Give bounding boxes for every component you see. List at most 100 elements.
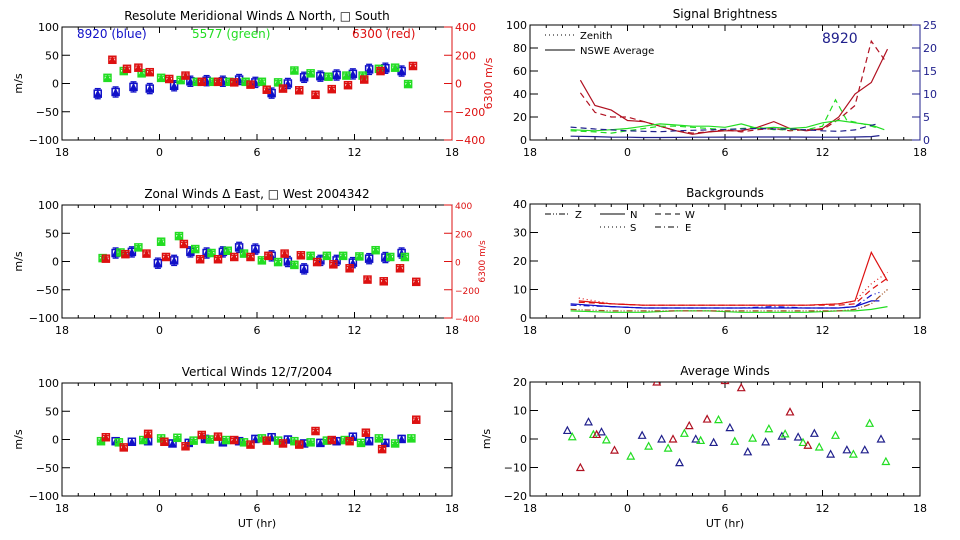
triangle-marker: [162, 252, 170, 261]
data-point-8920: [145, 82, 154, 95]
triangle-marker: [592, 429, 602, 439]
y-tick-label: 10: [513, 284, 527, 297]
legend-label: W: [685, 210, 695, 221]
data-point-5577: [679, 428, 689, 437]
triangle-marker: [404, 79, 412, 88]
data-point-5577: [407, 434, 416, 443]
data-point-5577: [390, 439, 400, 448]
y-tick-label: 100: [506, 19, 527, 32]
triangle-marker: [842, 445, 852, 454]
legend-label: N: [630, 210, 637, 221]
data-point-6300: [343, 80, 353, 90]
y-tick-label: 50: [45, 227, 59, 240]
data-point-8920: [397, 434, 406, 444]
y-tick-label: 30: [513, 227, 527, 240]
y-tick-label: −100: [29, 134, 59, 147]
triangle-marker: [134, 243, 143, 251]
data-point-5577: [848, 449, 858, 458]
data-point-8920: [129, 81, 138, 93]
triangle-marker: [809, 428, 819, 437]
triangle-marker: [865, 418, 875, 427]
data-point-5577: [191, 244, 200, 254]
y-tick-label: −50: [36, 462, 59, 475]
data-point-6300: [262, 85, 271, 94]
y-tick-label: 10: [513, 405, 527, 418]
plot-frame: [529, 203, 921, 319]
triangle-marker: [324, 72, 333, 81]
data-layer: [96, 415, 421, 454]
triangle-marker: [197, 430, 206, 439]
data-point-8920: [186, 75, 195, 87]
data-point-8920: [562, 425, 572, 435]
data-point-5577: [173, 433, 182, 443]
panel-meridional: Resolute Meridional Winds Δ North, □ Sou…: [12, 9, 495, 159]
triangle-marker: [391, 63, 399, 72]
y2-tick-label: 20: [923, 42, 937, 55]
data-point-6300: [108, 55, 117, 65]
triangle-marker: [300, 73, 308, 81]
triangle-marker: [709, 437, 719, 447]
triangle-marker: [197, 77, 206, 86]
panel-average: Average Winds 18 0 6 12 18 UT (hr) −20 −10 0 10 20 m…: [480, 364, 927, 530]
data-layer: [570, 250, 889, 313]
data-point-6300: [412, 277, 421, 287]
data-point-8920: [251, 243, 260, 255]
legend-label: Zenith: [580, 31, 612, 42]
data-point-6300: [278, 84, 288, 93]
data-point-6300: [160, 437, 169, 447]
data-point-6300: [213, 432, 223, 441]
data-point-8920: [364, 252, 374, 265]
y-axis-label: m/s: [12, 73, 25, 93]
triangle-marker: [365, 437, 373, 445]
triangle-marker: [240, 249, 248, 258]
x-tick-label: 6: [722, 146, 729, 159]
data-point-6300: [329, 260, 338, 269]
y-axis-label: m/s: [480, 429, 493, 449]
triangle-marker: [696, 435, 706, 445]
data-point-5577: [748, 433, 758, 442]
data-point-6300: [363, 275, 372, 284]
data-point-6300: [785, 407, 795, 416]
triangle-marker: [777, 431, 787, 440]
data-point-5577: [400, 252, 410, 262]
series-line-6300-S: [578, 271, 888, 306]
triangle-marker: [785, 407, 795, 416]
data-point-6300: [345, 436, 354, 446]
triangle-marker: [297, 251, 305, 259]
series-line-8920-Zenith: [570, 122, 880, 133]
data-point-5577: [780, 429, 790, 438]
triangle-marker: [748, 433, 758, 442]
data-point-5577: [371, 245, 380, 255]
x-tick-label: 18: [523, 502, 537, 515]
triangle-marker: [284, 257, 292, 265]
triangle-marker: [876, 434, 886, 443]
triangle-marker: [327, 85, 336, 93]
triangle-marker: [128, 247, 136, 256]
triangle-marker: [609, 445, 620, 454]
data-point-5577: [156, 237, 166, 246]
y-tick-label: 40: [513, 88, 527, 101]
y2-tick-label: 0: [455, 78, 462, 91]
x-tick-label: 18: [913, 502, 927, 515]
x-tick-label: 0: [624, 324, 631, 337]
y-tick-label: 0: [52, 256, 59, 269]
triangle-marker: [119, 443, 128, 451]
y-tick-label: −100: [29, 312, 59, 325]
triangle-marker: [386, 252, 395, 261]
x-tick-label: 18: [55, 502, 69, 515]
data-point-5577: [257, 256, 267, 265]
triangle-marker: [230, 78, 239, 86]
y-tick-label: 0: [520, 134, 527, 147]
data-point-6300: [312, 257, 322, 267]
triangle-marker: [240, 438, 248, 446]
triangle-marker: [144, 429, 152, 438]
series-line-6300-N: [578, 250, 889, 306]
data-point-6300: [143, 429, 153, 439]
triangle-marker: [360, 75, 369, 84]
y-tick-label: 40: [513, 198, 527, 211]
data-layer: [98, 231, 421, 287]
triangle-marker: [246, 252, 255, 261]
data-point-5577: [306, 438, 315, 447]
